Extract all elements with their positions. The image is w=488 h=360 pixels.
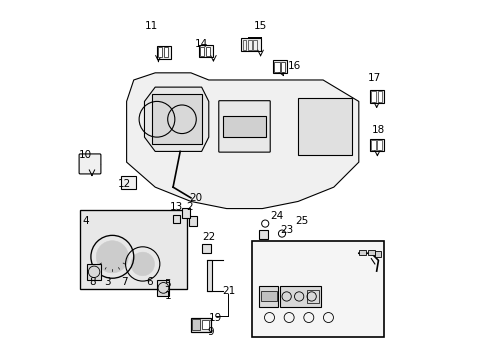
Text: 10: 10 — [79, 150, 92, 160]
Text: 3: 3 — [103, 277, 110, 287]
Polygon shape — [126, 73, 358, 208]
Bar — [251, 241, 383, 337]
Bar — [190, 318, 210, 332]
Bar — [377, 91, 381, 102]
Bar — [157, 46, 171, 59]
Bar — [358, 249, 365, 255]
Bar — [272, 60, 286, 73]
Text: 1: 1 — [164, 291, 171, 301]
Text: 16: 16 — [287, 61, 301, 71]
Bar — [158, 47, 162, 58]
FancyBboxPatch shape — [79, 154, 101, 174]
Bar — [247, 40, 251, 50]
Bar — [121, 176, 135, 189]
Bar — [80, 210, 187, 289]
Bar — [189, 216, 197, 226]
Bar — [173, 215, 180, 223]
Bar — [87, 264, 101, 280]
Text: 6: 6 — [146, 277, 153, 287]
Text: 20: 20 — [189, 193, 203, 203]
Bar — [242, 40, 246, 50]
Bar — [157, 280, 169, 296]
Bar — [369, 90, 383, 103]
Text: 13: 13 — [170, 202, 183, 212]
Bar — [377, 140, 381, 150]
Bar — [253, 40, 257, 50]
Bar — [182, 207, 189, 217]
Bar — [260, 292, 276, 301]
Bar — [370, 91, 376, 102]
Bar — [306, 291, 319, 302]
Text: 25: 25 — [294, 216, 307, 226]
Text: 9: 9 — [207, 327, 213, 337]
Bar — [258, 286, 278, 307]
Bar — [223, 116, 265, 137]
Text: 15: 15 — [253, 21, 266, 31]
Text: 4: 4 — [82, 216, 89, 226]
Bar — [205, 47, 210, 56]
Text: 21: 21 — [222, 286, 235, 296]
Bar — [201, 320, 208, 329]
Bar — [206, 260, 212, 291]
Text: 18: 18 — [371, 125, 384, 135]
Text: 23: 23 — [280, 225, 293, 235]
Bar — [274, 62, 279, 72]
Bar — [202, 244, 211, 253]
Bar — [163, 47, 168, 58]
Text: 2: 2 — [185, 202, 192, 212]
Bar — [241, 38, 260, 51]
Text: 14: 14 — [195, 39, 208, 49]
Text: 19: 19 — [209, 312, 222, 323]
Bar — [151, 94, 201, 144]
Bar — [199, 45, 213, 57]
Bar — [281, 62, 285, 72]
FancyBboxPatch shape — [218, 101, 270, 152]
Bar — [369, 139, 383, 152]
Polygon shape — [144, 87, 208, 152]
Bar — [192, 319, 200, 330]
Text: 17: 17 — [367, 73, 381, 83]
Text: 7: 7 — [122, 277, 128, 287]
Circle shape — [131, 252, 154, 276]
Text: 22: 22 — [202, 232, 215, 242]
Text: 5: 5 — [164, 279, 171, 289]
Bar — [258, 230, 267, 239]
Bar — [298, 98, 351, 155]
Text: 24: 24 — [269, 211, 283, 221]
Text: 12: 12 — [118, 179, 131, 189]
Bar — [280, 286, 321, 307]
Bar — [370, 140, 375, 150]
Text: 11: 11 — [145, 21, 158, 31]
Bar — [374, 251, 381, 257]
Circle shape — [96, 241, 128, 273]
Bar — [200, 47, 204, 56]
Text: 8: 8 — [89, 277, 96, 287]
Bar — [367, 249, 374, 255]
